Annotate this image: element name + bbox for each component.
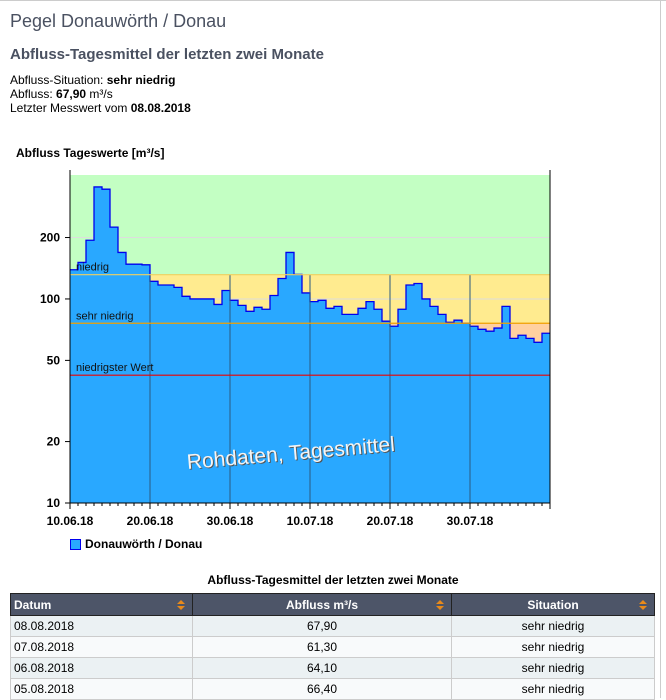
chart-legend[interactable]: Donauwörth / Donau xyxy=(70,537,202,551)
x-tick-label: 10.06.18 xyxy=(47,514,94,528)
page-title: Pegel Donauwörth / Donau xyxy=(10,11,227,31)
x-tick-label: 20.07.18 xyxy=(367,514,414,528)
sort-icon[interactable] xyxy=(436,600,444,610)
flow-unit: m³/s xyxy=(86,87,113,101)
column-header-situation[interactable]: Situation xyxy=(451,593,655,616)
cell-date: 05.08.2018 xyxy=(10,678,193,700)
cell-date: 08.08.2018 xyxy=(10,615,193,637)
data-table: Datum Abfluss m³/s Situation 08.08.2018 6… xyxy=(10,593,655,700)
cell-flow: 66,40 xyxy=(192,678,452,700)
threshold-label: sehr niedrig xyxy=(76,310,133,322)
column-header-abfluss[interactable]: Abfluss m³/s xyxy=(192,593,452,616)
page-subtitle: Abfluss-Tagesmittel der letzten zwei Mon… xyxy=(10,46,324,63)
sort-icon[interactable] xyxy=(639,600,647,610)
table-row: 05.08.2018 66,40 sehr niedrig xyxy=(10,678,655,700)
cell-date: 06.08.2018 xyxy=(10,657,193,679)
cell-situation: sehr niedrig xyxy=(451,636,655,658)
situation-label: Abfluss-Situation: xyxy=(10,73,107,87)
table-title: Abfluss-Tagesmittel der letzten zwei Mon… xyxy=(207,573,459,587)
column-header-datum[interactable]: Datum xyxy=(10,593,193,616)
cell-situation: sehr niedrig xyxy=(451,615,655,637)
table-row: 08.08.2018 67,90 sehr niedrig xyxy=(10,615,655,637)
y-tick-label: 100 xyxy=(40,292,60,306)
x-tick-label: 10.07.18 xyxy=(287,514,334,528)
flow-chart: niedrig sehr niedrig niedrigster Wert 10 20 5… xyxy=(40,170,551,528)
y-tick-label: 10 xyxy=(47,496,61,510)
column-header-label: Situation xyxy=(527,597,579,612)
page-border xyxy=(660,1,661,698)
threshold-label: niedrigster Wert xyxy=(76,362,153,374)
table-row: 07.08.2018 61,30 sehr niedrig xyxy=(10,636,655,658)
info-block: Abfluss-Situation: sehr niedrig Abfluss:… xyxy=(10,73,191,115)
x-tick-label: 20.06.18 xyxy=(127,514,174,528)
column-header-label: Datum xyxy=(14,597,52,612)
legend-swatch xyxy=(70,538,81,550)
flow-value: 67,90 xyxy=(56,87,87,101)
cell-flow: 64,10 xyxy=(192,657,452,679)
y-tick-label: 50 xyxy=(47,353,61,367)
sort-icon[interactable] xyxy=(177,600,185,610)
band-0 xyxy=(70,175,550,275)
cell-situation: sehr niedrig xyxy=(451,678,655,700)
legend-label: Donauwörth / Donau xyxy=(85,537,203,551)
date-value: 08.08.2018 xyxy=(130,101,191,115)
x-tick-label: 30.07.18 xyxy=(447,514,494,528)
x-tick-label: 30.06.18 xyxy=(207,514,254,528)
column-header-label: Abfluss m³/s xyxy=(285,597,358,612)
threshold-label: niedrig xyxy=(76,262,109,274)
situation-value: sehr niedrig xyxy=(106,73,176,87)
y-tick-label: 20 xyxy=(47,435,61,449)
cell-flow: 61,30 xyxy=(192,636,452,658)
table-row: 06.08.2018 64,10 sehr niedrig xyxy=(10,657,655,679)
chart-title: Abfluss Tageswerte [m³/s] xyxy=(16,146,165,160)
y-tick-label: 200 xyxy=(40,231,60,245)
cell-date: 07.08.2018 xyxy=(10,636,193,658)
cell-flow: 67,90 xyxy=(192,615,452,637)
cell-situation: sehr niedrig xyxy=(451,657,655,679)
date-label: Letzter Messwert vom xyxy=(10,101,131,115)
flow-label: Abfluss: xyxy=(10,87,57,101)
